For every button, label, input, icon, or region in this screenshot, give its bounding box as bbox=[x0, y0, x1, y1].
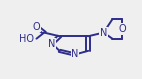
Text: HO: HO bbox=[19, 34, 34, 44]
Text: N: N bbox=[100, 28, 107, 38]
Text: O: O bbox=[33, 21, 40, 32]
Text: O: O bbox=[118, 24, 126, 34]
Text: N: N bbox=[48, 39, 56, 49]
Text: N: N bbox=[71, 50, 79, 59]
